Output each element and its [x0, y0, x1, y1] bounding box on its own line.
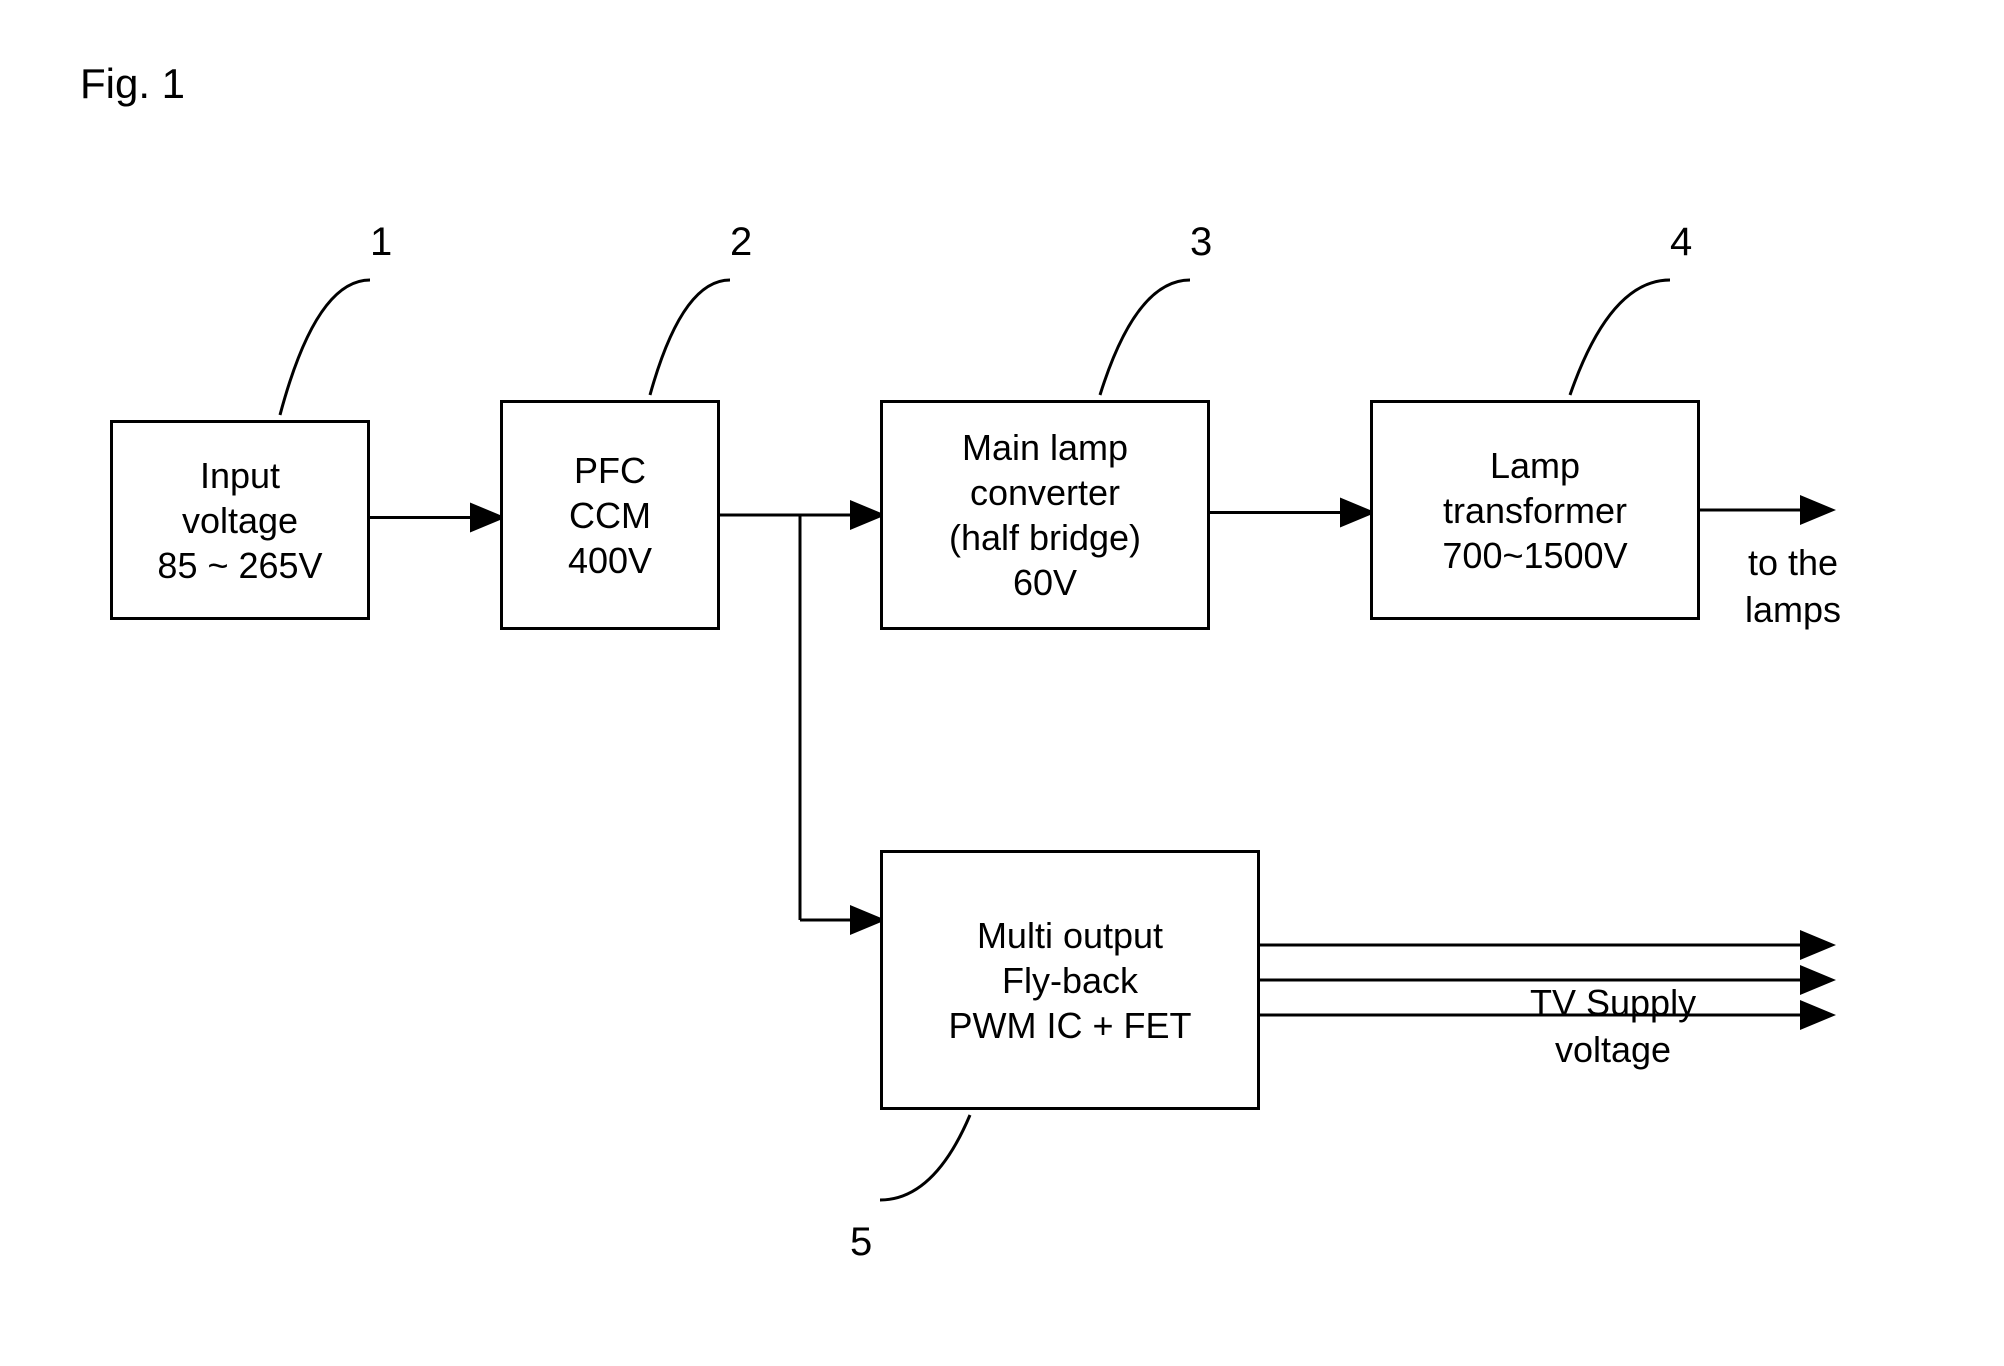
node-n2: PFCCCM400V — [500, 400, 720, 630]
node-n1: Inputvoltage85 ~ 265V — [110, 420, 370, 620]
node-n4: Lamptransformer700~1500V — [1370, 400, 1700, 620]
node-n4-line: Lamp — [1490, 443, 1580, 488]
node-n3-line: converter — [970, 470, 1120, 515]
node-n3: Main lampconverter(half bridge)60V — [880, 400, 1210, 630]
node-n3-line: (half bridge) — [949, 515, 1141, 560]
arrows-overlay — [0, 0, 2004, 1366]
lamp-output-label-line: lamps — [1745, 587, 1841, 634]
node-n5-line: PWM IC + FET — [949, 1003, 1192, 1048]
node-n5-line: Multi output — [977, 913, 1163, 958]
tv-output-label-line: TV Supply — [1530, 980, 1696, 1027]
node-n3-line: Main lamp — [962, 425, 1128, 470]
node-label-n5: 5 — [850, 1220, 872, 1265]
lamp-output-label-line: to the — [1745, 540, 1841, 587]
node-n5: Multi outputFly-backPWM IC + FET — [880, 850, 1260, 1110]
node-n1-line: voltage — [182, 498, 298, 543]
node-n2-line: 400V — [568, 538, 652, 583]
node-n3-line: 60V — [1013, 560, 1077, 605]
node-n2-line: CCM — [569, 493, 651, 538]
figure-title: Fig. 1 — [80, 60, 185, 108]
node-n4-line: transformer — [1443, 488, 1627, 533]
node-n5-line: Fly-back — [1002, 958, 1138, 1003]
node-n2-line: PFC — [574, 448, 646, 493]
lamp-output-label: to thelamps — [1745, 540, 1841, 634]
node-label-n1: 1 — [370, 220, 392, 265]
node-label-n3: 3 — [1190, 220, 1212, 265]
node-n1-line: Input — [200, 453, 280, 498]
tv-output-label: TV Supplyvoltage — [1530, 980, 1696, 1074]
node-n4-line: 700~1500V — [1442, 533, 1627, 578]
node-n1-line: 85 ~ 265V — [157, 543, 322, 588]
tv-output-label-line: voltage — [1530, 1027, 1696, 1074]
node-label-n4: 4 — [1670, 220, 1692, 265]
node-label-n2: 2 — [730, 220, 752, 265]
